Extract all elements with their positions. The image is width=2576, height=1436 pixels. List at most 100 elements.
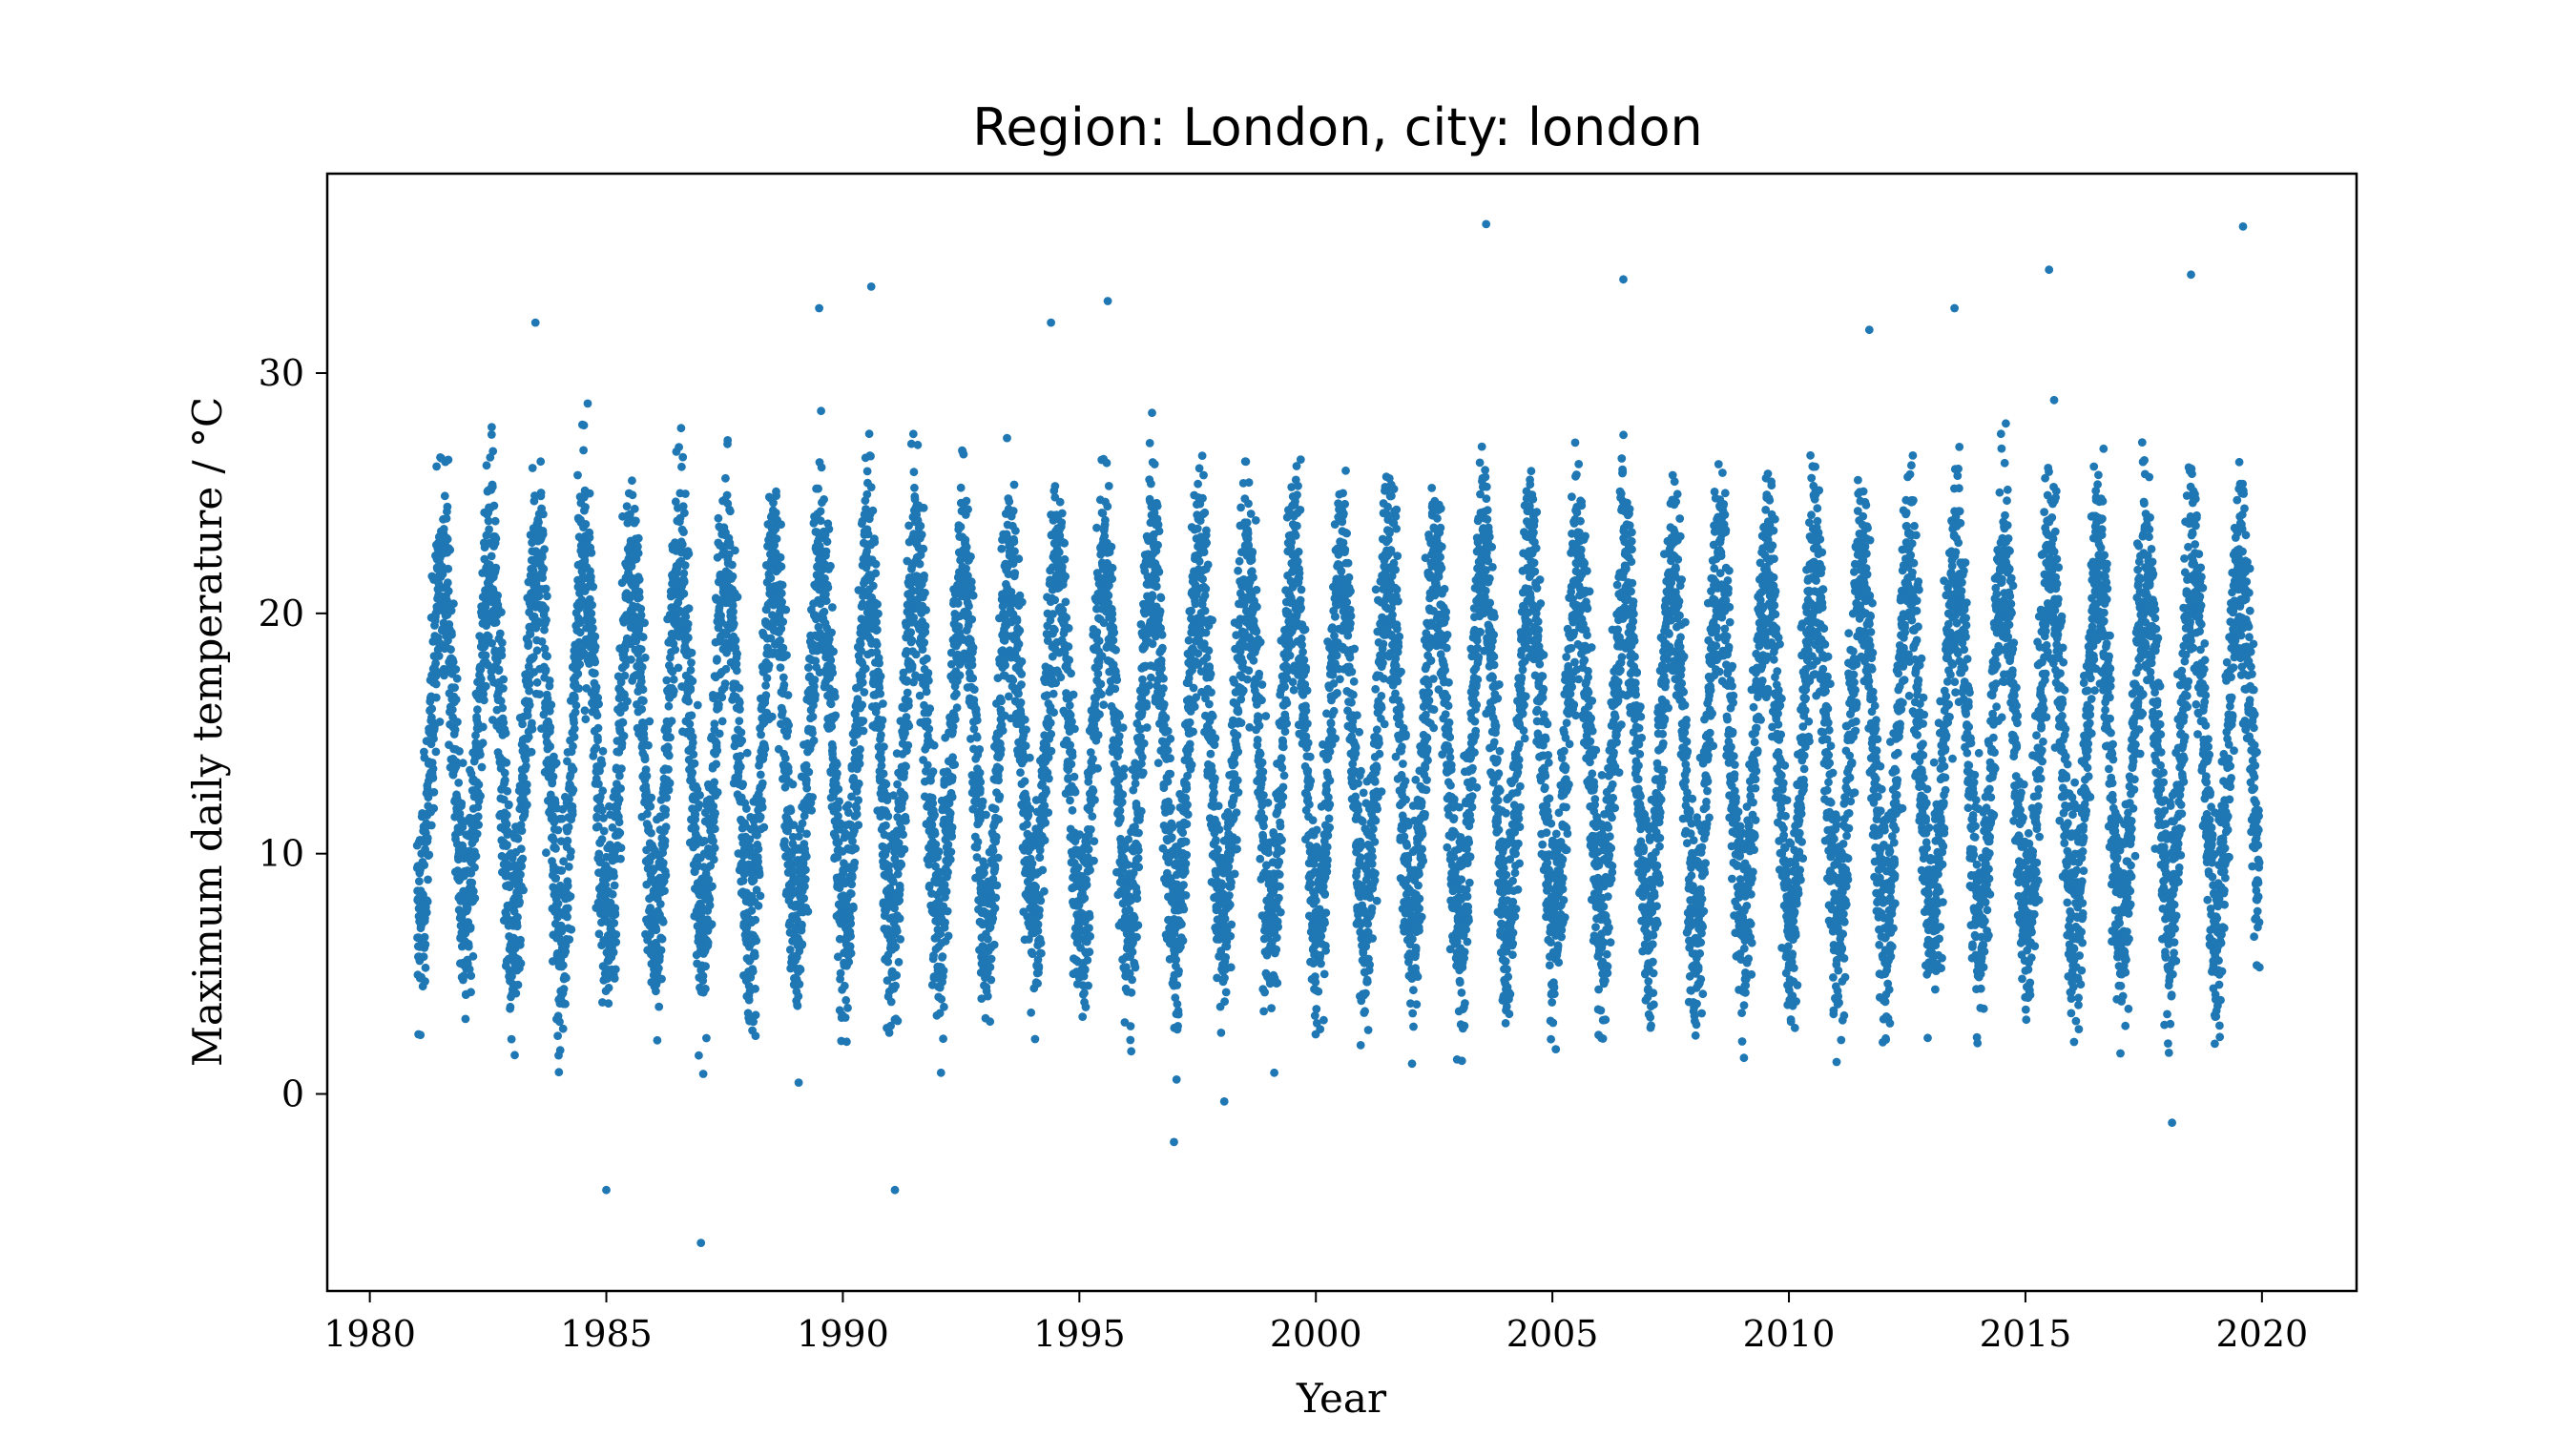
data-point [421, 940, 430, 949]
data-point [1055, 497, 1065, 507]
data-point [721, 664, 731, 674]
data-point [679, 577, 689, 587]
data-point [904, 721, 914, 731]
data-point [1033, 979, 1042, 989]
data-point [615, 771, 624, 780]
data-point [681, 489, 690, 498]
data-point [859, 717, 868, 725]
data-point [431, 679, 441, 689]
data-point [604, 983, 613, 992]
data-point [421, 963, 430, 972]
data-point [982, 810, 990, 820]
data-point [849, 738, 859, 747]
data-point [1003, 433, 1011, 443]
data-point [476, 665, 486, 674]
data-point [568, 810, 577, 819]
data-point [589, 624, 597, 633]
data-point [599, 826, 609, 836]
data-point [513, 834, 523, 843]
data-point [543, 592, 551, 601]
data-point [688, 768, 697, 778]
data-point [541, 665, 551, 675]
data-point [846, 919, 856, 928]
data-point [463, 904, 472, 913]
data-point [637, 662, 647, 672]
data-point [447, 645, 455, 655]
data-point [764, 660, 774, 670]
data-point [947, 793, 957, 801]
data-point [717, 717, 727, 726]
data-point [908, 429, 918, 439]
data-point [992, 881, 1002, 890]
data-point [846, 931, 855, 941]
data-point [841, 995, 851, 1005]
data-point [493, 591, 502, 600]
data-point [505, 800, 513, 809]
data-point [496, 697, 506, 706]
data-point [907, 635, 917, 645]
data-point [904, 701, 913, 710]
data-point [777, 624, 786, 634]
data-point [616, 784, 625, 793]
data-point [723, 436, 733, 445]
data-point [994, 815, 1004, 824]
data-point [476, 791, 485, 801]
data-point [449, 599, 458, 609]
data-point [1050, 595, 1060, 605]
data-point [817, 463, 826, 472]
data-point [679, 589, 689, 598]
data-point [1040, 836, 1049, 845]
data-point [564, 822, 573, 832]
data-point [701, 984, 710, 993]
data-point [728, 572, 737, 581]
data-point [1028, 859, 1037, 868]
data-point [840, 981, 849, 990]
data-point [962, 496, 971, 506]
data-point [467, 878, 477, 887]
data-point [811, 691, 820, 699]
data-point [794, 991, 803, 1001]
data-point [871, 569, 881, 578]
data-point [1008, 507, 1018, 515]
data-point [615, 828, 625, 838]
data-point [855, 760, 864, 768]
data-point [872, 617, 881, 627]
data-point [848, 837, 857, 845]
data-point [549, 772, 558, 781]
data-point [429, 803, 439, 813]
data-point [801, 865, 810, 875]
data-point [776, 552, 785, 562]
data-point [415, 877, 424, 885]
data-point [842, 1037, 851, 1047]
data-point [502, 758, 511, 767]
data-point [878, 716, 887, 725]
data-point [474, 780, 484, 789]
data-point [543, 652, 551, 661]
data-point [558, 961, 568, 970]
data-point [610, 974, 619, 983]
data-point [788, 780, 798, 789]
data-point [1026, 753, 1034, 762]
data-point [821, 596, 831, 606]
data-point [930, 829, 940, 839]
data-point [709, 855, 718, 864]
data-point [541, 604, 551, 614]
data-point [579, 421, 589, 430]
data-point [910, 483, 919, 492]
data-point [581, 503, 590, 511]
data-point [702, 1033, 711, 1043]
data-point [828, 668, 838, 677]
data-point [440, 491, 449, 501]
data-point [592, 683, 601, 692]
data-point [827, 628, 836, 637]
data-point [523, 711, 532, 720]
data-point [516, 959, 526, 968]
data-point [1012, 616, 1022, 626]
data-point [487, 430, 496, 439]
data-point [975, 745, 985, 754]
data-point [444, 587, 453, 595]
data-point [488, 638, 496, 648]
data-point [738, 780, 748, 789]
data-point [822, 537, 832, 547]
data-point [967, 660, 977, 670]
